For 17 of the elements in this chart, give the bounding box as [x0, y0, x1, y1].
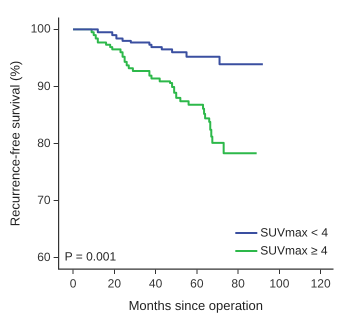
y-axis-title: Recurrence-free survival (%): [7, 60, 22, 226]
x-tick-label: 0: [70, 276, 77, 291]
x-tick-label: 100: [269, 276, 290, 291]
x-tick-label: 80: [231, 276, 246, 291]
legend-label: SUVmax ≥ 4: [260, 243, 328, 258]
y-tick-label: 100: [30, 22, 51, 36]
legend-label: SUVmax < 4: [260, 225, 328, 240]
y-tick-label: 70: [37, 192, 51, 207]
y-tick-label: 90: [37, 78, 51, 93]
y-tick-label: 80: [37, 136, 51, 150]
x-tick-label: 60: [190, 276, 204, 291]
x-tick-label: 40: [148, 276, 163, 291]
x-axis-title: Months since operation: [128, 298, 264, 313]
x-tick-label: 120: [310, 276, 331, 291]
x-tick-label: 20: [108, 276, 122, 291]
annotation: P = 0.001: [64, 249, 116, 264]
y-tick-label: 60: [37, 250, 51, 264]
